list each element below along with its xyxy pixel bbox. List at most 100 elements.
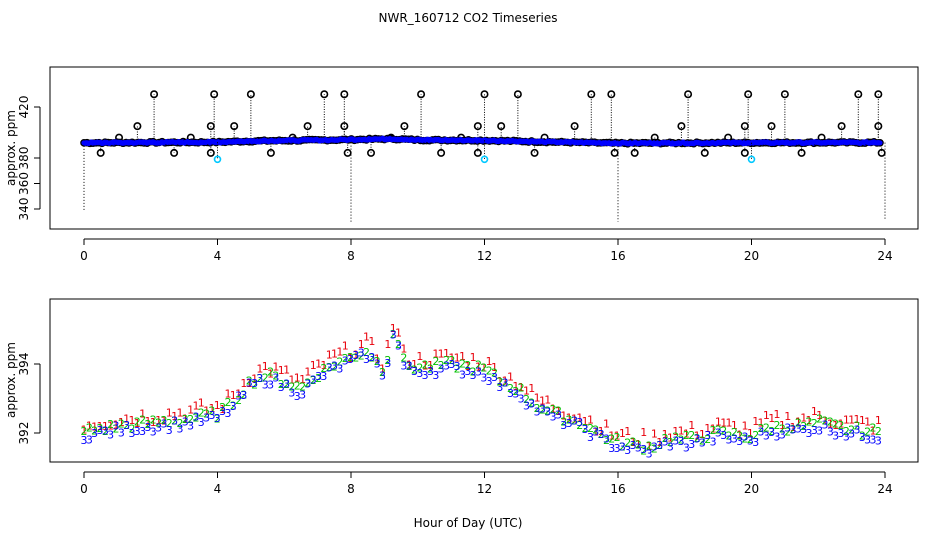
series-1-point: 1 — [432, 347, 439, 360]
series-2-point: 2 — [624, 436, 631, 449]
series-1-point: 1 — [155, 414, 162, 427]
series-2-point: 2 — [672, 431, 679, 444]
series-2-point: 2 — [742, 432, 749, 445]
series-1-point: 1 — [310, 359, 317, 372]
series-2-point: 2 — [864, 426, 871, 439]
series-3-point: 3 — [838, 427, 845, 440]
spike-point — [610, 148, 619, 157]
top-x-tick-label: 16 — [610, 249, 625, 263]
series-2-point: 2 — [555, 404, 562, 417]
series-3-point: 3 — [406, 359, 413, 372]
series-1-point: 1 — [379, 362, 386, 375]
series-3-point: 3 — [742, 431, 749, 444]
series-1-point: 1 — [806, 414, 813, 427]
series-2-point: 2 — [683, 429, 690, 442]
spike-point — [877, 148, 886, 157]
spike-point — [170, 148, 179, 157]
baseline-point — [875, 139, 882, 146]
series-1-point: 1 — [256, 363, 263, 376]
series-2-point: 2 — [678, 434, 685, 447]
series-2-point: 2 — [454, 363, 461, 376]
series-2-point: 2 — [224, 396, 231, 409]
series-2-point: 2 — [352, 352, 359, 365]
series-2-point: 2 — [118, 418, 125, 431]
series-1-point: 1 — [102, 420, 109, 433]
series-3-point: 3 — [598, 428, 605, 441]
series-2-point: 2 — [838, 419, 845, 432]
series-2-point: 2 — [107, 418, 114, 431]
series-2-point: 2 — [86, 422, 93, 435]
series-3-point: 3 — [91, 427, 98, 440]
series-1-point: 1 — [208, 402, 215, 415]
series-1-point: 1 — [662, 428, 669, 441]
flagged-point — [747, 155, 756, 164]
series-3-point: 3 — [800, 423, 807, 436]
spike-point — [340, 122, 349, 131]
series-2-point: 2 — [646, 440, 653, 453]
series-1-point: 1 — [571, 413, 578, 426]
spike-point — [530, 148, 539, 157]
series-2-point: 2 — [656, 439, 663, 452]
spike-point — [854, 90, 863, 99]
series-2-point: 2 — [187, 413, 194, 426]
series-3-point: 3 — [299, 388, 306, 401]
series-2-point: 2 — [662, 432, 669, 445]
series-2-point: 2 — [550, 403, 557, 416]
series-1-point: 1 — [224, 387, 231, 400]
series-1-point: 1 — [246, 377, 253, 390]
series-2-point: 2 — [262, 371, 269, 384]
series-3-point: 3 — [726, 433, 733, 446]
spike-point — [797, 148, 806, 157]
series-2-point: 2 — [720, 424, 727, 437]
series-1-point: 1 — [315, 358, 322, 371]
series-3-point: 3 — [688, 438, 695, 451]
series-1-point: 1 — [640, 426, 647, 439]
figure-title: NWR_160712 CO2 Timeseries — [379, 11, 558, 25]
series-2-point: 2 — [342, 352, 349, 365]
series-2-point: 2 — [406, 360, 413, 373]
series-2-point: 2 — [704, 433, 711, 446]
series-1-point: 1 — [800, 412, 807, 425]
series-1-point: 1 — [294, 371, 301, 384]
series-1-point: 1 — [869, 424, 876, 437]
series-1-point: 1 — [219, 403, 226, 416]
series-1-point: 1 — [875, 414, 882, 427]
series-1-point: 1 — [784, 410, 791, 423]
series-3-point: 3 — [779, 429, 786, 442]
series-3-point: 3 — [843, 430, 850, 443]
series-3-point: 3 — [304, 378, 311, 391]
series-3-point: 3 — [576, 416, 583, 429]
series-1-point: 1 — [459, 350, 466, 363]
series-3-point: 3 — [624, 444, 631, 457]
series-1-point: 1 — [592, 425, 599, 438]
series-1-point: 1 — [107, 420, 114, 433]
series-2-point: 2 — [518, 382, 525, 395]
series-2-point: 2 — [806, 415, 813, 428]
series-1-point: 1 — [118, 416, 125, 429]
series-3-point: 3 — [784, 422, 791, 435]
series-1-point: 1 — [630, 436, 637, 449]
series-1-point: 1 — [544, 394, 551, 407]
series-2-point: 2 — [763, 422, 770, 435]
series-2-point: 2 — [843, 425, 850, 438]
series-1-point: 1 — [112, 418, 119, 431]
series-3-point: 3 — [523, 399, 530, 412]
series-2-point: 2 — [608, 433, 615, 446]
series-3-point: 3 — [704, 429, 711, 442]
series-3-point: 3 — [608, 442, 615, 455]
series-1-point: 1 — [128, 414, 135, 427]
series-3-point: 3 — [219, 405, 226, 418]
series-3-point: 3 — [310, 373, 317, 386]
series-1-point: 1 — [411, 358, 418, 371]
series-2-point: 2 — [427, 362, 434, 375]
top-y-axis-label: approx. ppm — [4, 110, 18, 186]
series-3-point: 3 — [816, 424, 823, 437]
series-1-point: 1 — [144, 415, 151, 428]
series-2-point: 2 — [208, 405, 215, 418]
series-2-point: 2 — [507, 382, 514, 395]
top-x-tick-label: 8 — [347, 249, 355, 263]
series-2-point: 2 — [736, 430, 743, 443]
bottom-x-tick-label: 20 — [744, 482, 759, 496]
series-2-point: 2 — [459, 358, 466, 371]
